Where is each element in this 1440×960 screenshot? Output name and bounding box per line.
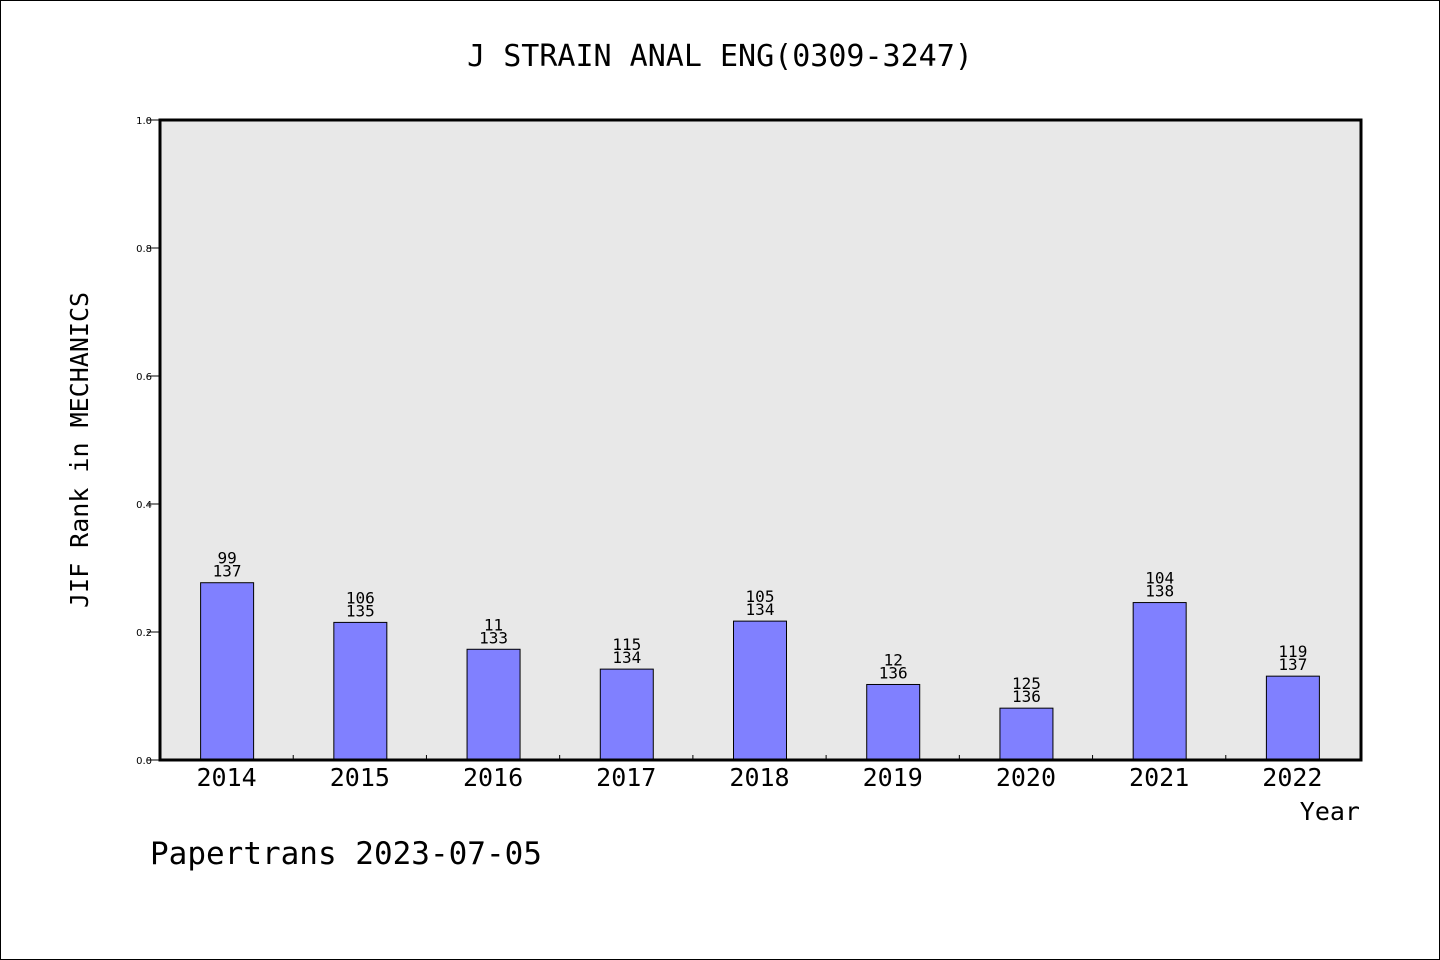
total-label: 137 <box>213 562 242 581</box>
x-tick-label: 2014 <box>197 763 257 792</box>
x-tick-label: 2017 <box>596 763 656 792</box>
y-tick-label: 0.6 <box>136 372 152 383</box>
x-tick-label: 2015 <box>330 763 390 792</box>
bar-2016 <box>466 648 521 761</box>
x-axis: 2014 2015 2016 2017 2018 2019 2020 2021 2022 <box>197 755 1322 792</box>
rank-label: 119 <box>1278 642 1307 661</box>
total-label: 136 <box>1012 687 1041 706</box>
bar-2021 <box>1132 602 1187 761</box>
y-tick-label: 1.0 <box>136 116 152 127</box>
footer-credit: Papertrans 2023-07-05 <box>150 836 542 872</box>
rank-label: 115 <box>612 635 641 654</box>
total-label: 134 <box>746 600 775 619</box>
bar-2015 <box>333 621 388 761</box>
bar-2018 <box>733 620 787 761</box>
y-tick-label: 0.2 <box>136 628 152 639</box>
bar-2020 <box>999 707 1054 761</box>
total-label: 138 <box>1145 582 1174 601</box>
total-label: 133 <box>479 628 508 647</box>
y-axis: 0.0 0.2 0.4 0.6 0.8 1.0 <box>136 116 160 767</box>
total-label: 134 <box>612 648 641 667</box>
x-tick-label: 2019 <box>863 763 923 792</box>
bar-series <box>200 582 1320 761</box>
rank-label: 106 <box>346 588 375 607</box>
x-tick-label: 2020 <box>996 763 1056 792</box>
rank-label: 99 <box>217 549 236 568</box>
rank-label: 104 <box>1145 569 1174 588</box>
total-label: 137 <box>1278 655 1307 674</box>
rank-label: 11 <box>484 615 503 634</box>
x-tick-label: 2022 <box>1262 763 1322 792</box>
x-tick-label: 2016 <box>463 763 523 792</box>
rank-label: 12 <box>884 650 903 669</box>
rank-label: 125 <box>1012 674 1041 693</box>
x-tick-label: 2018 <box>729 763 789 792</box>
total-label: 135 <box>346 601 375 620</box>
bar-2019 <box>866 683 921 761</box>
bar-2022 <box>1265 675 1320 761</box>
x-tick-label: 2021 <box>1129 763 1189 792</box>
chart-title: J STRAIN ANAL ENG(0309-3247) <box>467 39 973 74</box>
y-tick-label: 0.4 <box>136 500 152 511</box>
plot-border <box>158 118 1363 762</box>
bar-2014 <box>200 582 255 761</box>
rank-label: 105 <box>746 587 775 606</box>
total-label: 136 <box>879 663 908 682</box>
x-axis-label: Year <box>1300 797 1360 826</box>
y-tick-label: 0.8 <box>136 244 152 255</box>
bar-2017 <box>599 668 654 761</box>
y-axis-label: JIF Rank in MECHANICS <box>65 292 94 608</box>
y-tick-label: 0.0 <box>136 756 152 767</box>
